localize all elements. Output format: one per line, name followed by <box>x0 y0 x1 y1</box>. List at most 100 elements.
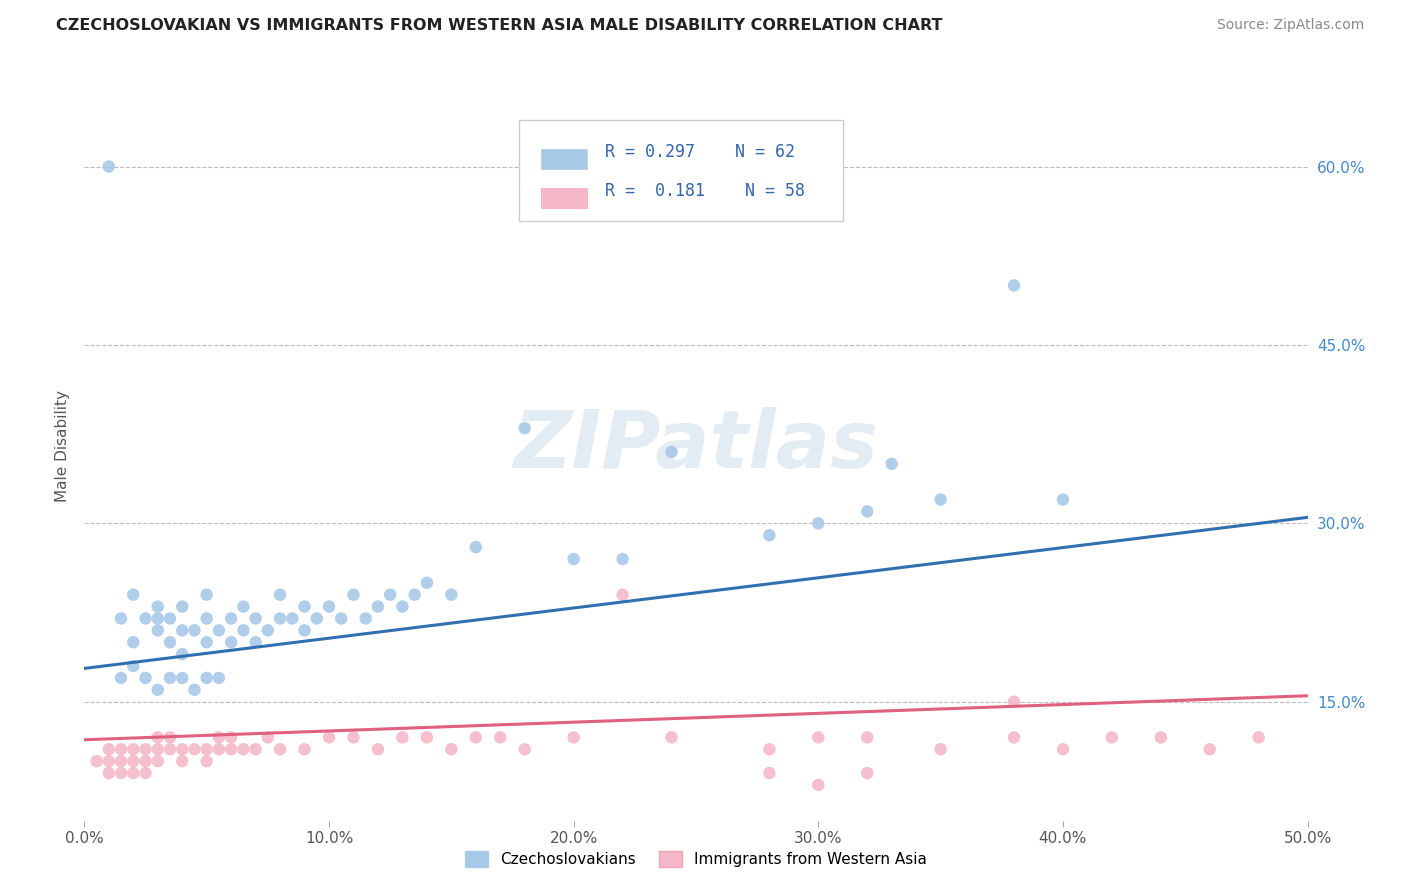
Point <box>269 742 291 756</box>
Point <box>612 588 634 602</box>
Point <box>219 635 242 649</box>
Point <box>294 742 316 756</box>
Point <box>380 588 402 602</box>
Point <box>195 635 218 649</box>
Point <box>110 611 132 625</box>
Point <box>208 742 231 756</box>
Point <box>1052 492 1074 507</box>
Point <box>612 552 634 566</box>
Point <box>97 766 120 780</box>
Point <box>330 611 353 625</box>
Point <box>97 160 120 174</box>
Point <box>440 742 463 756</box>
Point <box>97 742 120 756</box>
FancyBboxPatch shape <box>519 120 842 221</box>
FancyBboxPatch shape <box>541 149 588 169</box>
Point <box>367 599 389 614</box>
Point <box>245 611 267 625</box>
Point <box>135 671 157 685</box>
Point <box>110 671 132 685</box>
Point <box>172 624 194 638</box>
Point <box>135 766 157 780</box>
Point <box>135 754 157 768</box>
Text: Source: ZipAtlas.com: Source: ZipAtlas.com <box>1216 18 1364 32</box>
Text: CZECHOSLOVAKIAN VS IMMIGRANTS FROM WESTERN ASIA MALE DISABILITY CORRELATION CHAR: CZECHOSLOVAKIAN VS IMMIGRANTS FROM WESTE… <box>56 18 943 33</box>
Point <box>219 742 242 756</box>
Point <box>513 742 536 756</box>
Point <box>367 742 389 756</box>
Point <box>807 731 830 745</box>
Point <box>1101 731 1123 745</box>
Point <box>97 754 120 768</box>
Point <box>159 635 181 649</box>
Point <box>208 624 231 638</box>
Point <box>354 611 377 625</box>
Point <box>122 742 145 756</box>
Point <box>281 611 304 625</box>
Point <box>195 742 218 756</box>
Point <box>110 742 132 756</box>
Point <box>489 731 512 745</box>
Point <box>661 445 683 459</box>
Point <box>464 540 486 554</box>
Point <box>195 611 218 625</box>
Point <box>195 754 218 768</box>
Point <box>929 742 952 756</box>
Point <box>146 754 169 768</box>
Point <box>232 599 254 614</box>
Point <box>1002 695 1025 709</box>
Point <box>562 552 585 566</box>
Point <box>294 599 316 614</box>
Point <box>183 624 205 638</box>
Point <box>440 588 463 602</box>
Point <box>269 588 291 602</box>
Text: R =  0.181    N = 58: R = 0.181 N = 58 <box>606 182 806 200</box>
Point <box>183 742 205 756</box>
Point <box>1002 278 1025 293</box>
Point <box>146 599 169 614</box>
Point <box>122 588 145 602</box>
Point <box>172 671 194 685</box>
Point <box>856 504 879 518</box>
Point <box>1198 742 1220 756</box>
Point <box>219 731 242 745</box>
Point <box>391 731 413 745</box>
Text: ZIPatlas: ZIPatlas <box>513 407 879 485</box>
Point <box>232 742 254 756</box>
Point <box>404 588 426 602</box>
Text: R = 0.297    N = 62: R = 0.297 N = 62 <box>606 143 796 161</box>
Point <box>195 671 218 685</box>
Point <box>122 766 145 780</box>
Point <box>416 731 439 745</box>
Point <box>758 742 780 756</box>
Legend: Czechoslovakians, Immigrants from Western Asia: Czechoslovakians, Immigrants from Wester… <box>458 845 934 873</box>
Point <box>245 635 267 649</box>
Point <box>159 671 181 685</box>
Point <box>146 624 169 638</box>
Point <box>172 754 194 768</box>
Point <box>183 682 205 697</box>
Point <box>807 516 830 531</box>
Point <box>758 528 780 542</box>
Point <box>880 457 903 471</box>
Point <box>159 731 181 745</box>
Point <box>219 611 242 625</box>
Y-axis label: Male Disability: Male Disability <box>55 390 70 502</box>
Point <box>464 731 486 745</box>
Point <box>122 754 145 768</box>
Point <box>135 611 157 625</box>
Point <box>807 778 830 792</box>
Point <box>342 588 364 602</box>
Point <box>122 635 145 649</box>
Point <box>513 421 536 435</box>
Point <box>1150 731 1173 745</box>
Point <box>269 611 291 625</box>
Point <box>232 624 254 638</box>
Point <box>342 731 364 745</box>
Point <box>195 588 218 602</box>
Point <box>146 682 169 697</box>
Point <box>146 611 169 625</box>
Point <box>159 611 181 625</box>
Point <box>257 731 280 745</box>
FancyBboxPatch shape <box>541 188 588 208</box>
